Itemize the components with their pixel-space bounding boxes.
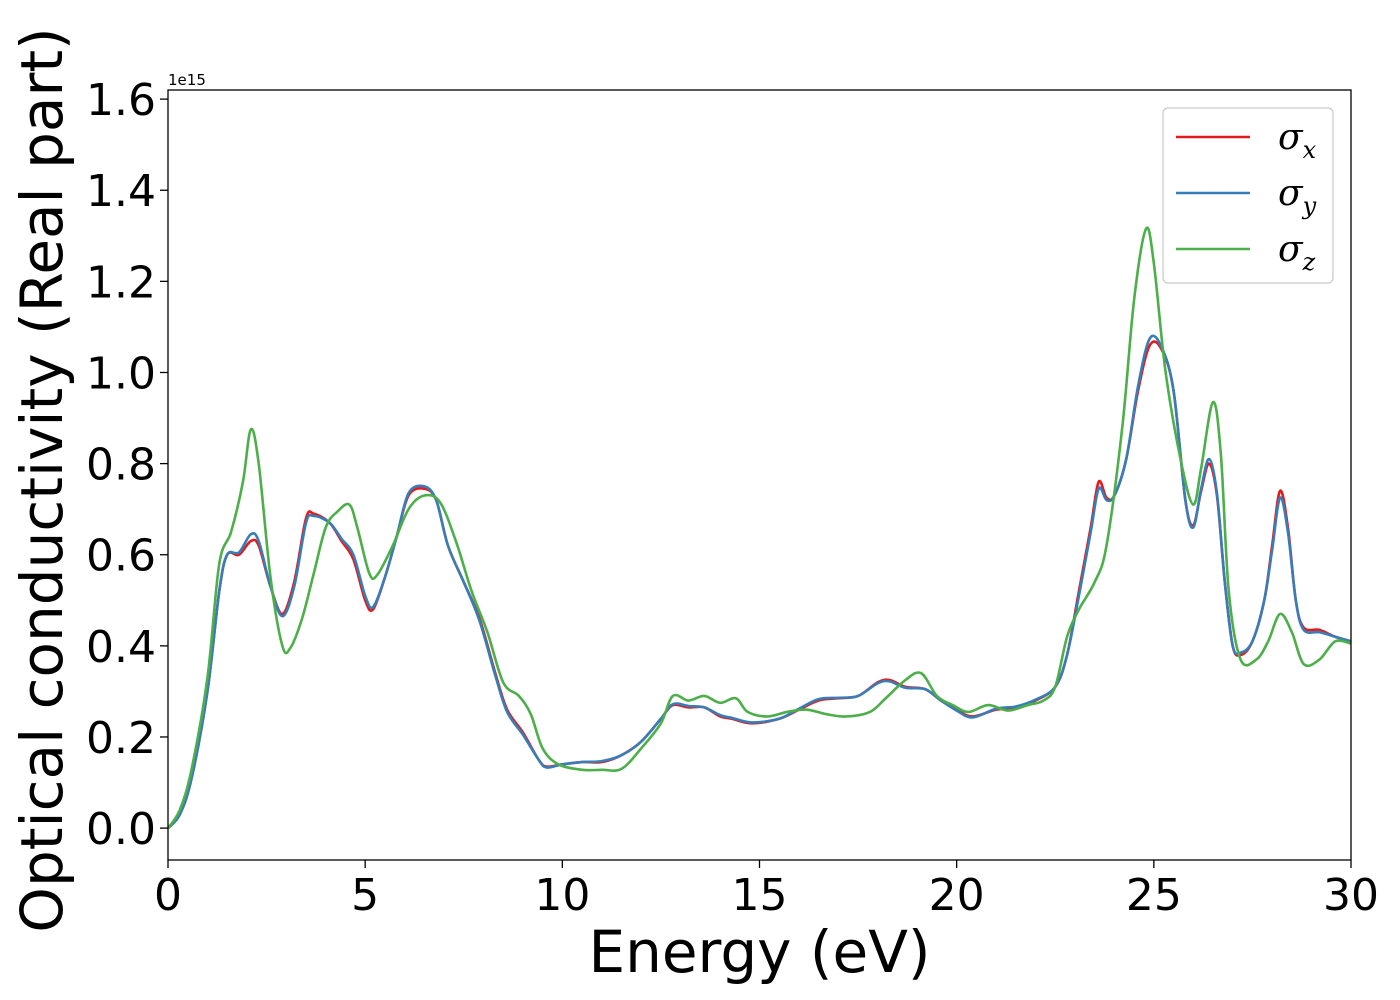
y-tick-label: 1.4: [86, 166, 156, 217]
y-tick-label: 1.0: [86, 348, 156, 399]
y-tick-label: 1.6: [86, 75, 156, 126]
legend-item-x: σx: [1176, 117, 1317, 164]
x-tick-label: 30: [1323, 870, 1379, 921]
y-tick-label: 0.8: [86, 440, 156, 491]
y-tick-label: 0.2: [86, 713, 156, 764]
x-tick-label: 5: [351, 870, 379, 921]
x-tick-label: 10: [534, 870, 590, 921]
series-line-y: [168, 334, 1351, 830]
x-axis-label: Energy (eV): [588, 918, 930, 986]
y-tick-label: 0.4: [86, 622, 156, 673]
series-line-x: [168, 340, 1351, 830]
legend-label: σy: [1278, 173, 1317, 220]
series-line-z: [168, 226, 1351, 829]
series-lines: [168, 226, 1351, 830]
x-tick-label: 20: [929, 870, 985, 921]
x-tick-label: 15: [732, 870, 788, 921]
y-axis-offset-label: 1e15: [168, 71, 206, 89]
legend-item-y: σy: [1176, 173, 1317, 220]
legend-label: σx: [1278, 117, 1317, 164]
y-axis-label: Optical conductivity (Real part): [8, 27, 76, 932]
legend-box: [1162, 107, 1334, 284]
x-axis: 0 5 10 15 20 25 30: [154, 860, 1379, 921]
y-axis: 0.0 0.2 0.4 0.6 0.8 1.0 1.2 1.4 1.6: [86, 75, 168, 855]
legend-item-z: σz: [1176, 229, 1316, 276]
legend: σx σy σz: [1162, 107, 1334, 284]
y-tick-label: 1.2: [86, 257, 156, 308]
legend-label: σz: [1278, 229, 1316, 276]
x-tick-label: 0: [154, 870, 182, 921]
y-tick-label: 0.6: [86, 531, 156, 582]
x-tick-label: 25: [1126, 870, 1182, 921]
y-tick-label: 0.0: [86, 804, 156, 855]
